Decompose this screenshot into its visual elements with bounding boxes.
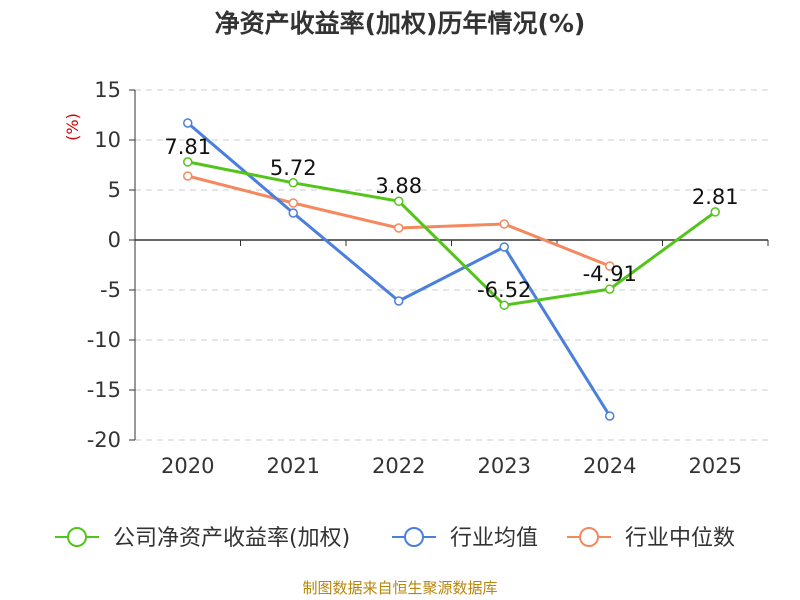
data-point[interactable] <box>394 223 404 233</box>
data-label: 7.81 <box>164 135 211 159</box>
legend-label: 行业均值 <box>450 526 538 551</box>
x-tick-label: 2021 <box>267 454 320 478</box>
legend-item[interactable]: 公司净资产收益率(加权) <box>55 526 350 551</box>
source-note: 制图数据来自恒生聚源数据库 <box>302 579 497 597</box>
legend-label: 行业中位数 <box>625 526 735 551</box>
x-tick-label: 2025 <box>689 454 742 478</box>
data-point[interactable] <box>605 261 615 271</box>
series-line <box>187 160 717 307</box>
data-labels: 7.81 5.72 3.88 -6.52 -4.91 2.81 <box>164 135 738 302</box>
data-point[interactable] <box>710 207 720 217</box>
chart-title: 净资产收益率(加权)历年情况(%) <box>215 9 586 38</box>
series-line <box>186 121 612 417</box>
data-point[interactable] <box>183 157 193 167</box>
data-point[interactable] <box>288 178 298 188</box>
legend-item[interactable]: 行业中位数 <box>567 526 735 551</box>
data-label: 2.81 <box>692 185 739 209</box>
y-tick-label: 5 <box>108 178 121 202</box>
data-point[interactable] <box>499 300 509 310</box>
y-tick-label: -15 <box>87 378 121 402</box>
x-tick-label: 2023 <box>478 454 531 478</box>
y-axis-unit: (%) <box>63 113 82 141</box>
x-tick-label: 2022 <box>372 454 425 478</box>
y-tick-label: -10 <box>87 328 121 352</box>
data-label: -6.52 <box>477 278 531 302</box>
data-point[interactable] <box>394 196 404 206</box>
legend-label: 公司净资产收益率(加权) <box>113 526 350 551</box>
legend-marker-icon <box>67 527 87 547</box>
x-tick-label: 2024 <box>583 454 636 478</box>
legend-marker-icon <box>579 527 599 547</box>
legend-marker-icon <box>404 527 424 547</box>
data-point[interactable] <box>605 284 615 294</box>
data-label: -4.91 <box>583 262 637 286</box>
legend: 公司净资产收益率(加权) 行业均值 行业中位数 <box>55 526 735 551</box>
y-tick-label: 0 <box>108 228 121 252</box>
data-point[interactable] <box>605 411 615 421</box>
y-tick-label: -5 <box>100 278 121 302</box>
data-point[interactable] <box>394 296 404 306</box>
series-2 <box>183 171 615 271</box>
data-point[interactable] <box>288 198 298 208</box>
y-tick-label: -20 <box>87 428 121 452</box>
y-tick-label: 10 <box>94 128 121 152</box>
data-label: 5.72 <box>270 156 317 180</box>
y-tick-label: 15 <box>94 78 121 102</box>
series-0 <box>183 157 720 310</box>
data-point[interactable] <box>288 208 298 218</box>
axes: 15 10 5 0 -5 -10 -15 -20 2020 2021 2022 2023 2024 202… <box>87 78 769 478</box>
grid-lines <box>135 89 768 441</box>
data-point[interactable] <box>183 171 193 181</box>
data-point[interactable] <box>499 242 509 252</box>
x-tick-label: 2020 <box>161 454 214 478</box>
data-label: 3.88 <box>375 174 422 198</box>
data-point[interactable] <box>183 118 193 128</box>
series-lines <box>183 118 720 421</box>
legend-item[interactable]: 行业均值 <box>392 526 538 551</box>
series-1 <box>183 118 615 421</box>
data-point[interactable] <box>499 219 509 229</box>
